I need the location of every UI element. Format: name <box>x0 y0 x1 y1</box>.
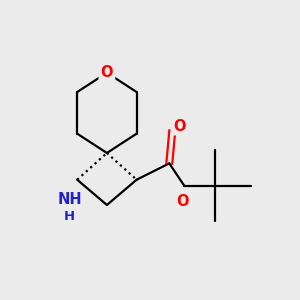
Text: O: O <box>173 119 186 134</box>
Text: NH: NH <box>57 191 82 206</box>
Text: H: H <box>64 210 75 223</box>
Text: O: O <box>101 65 113 80</box>
Text: O: O <box>176 194 189 208</box>
